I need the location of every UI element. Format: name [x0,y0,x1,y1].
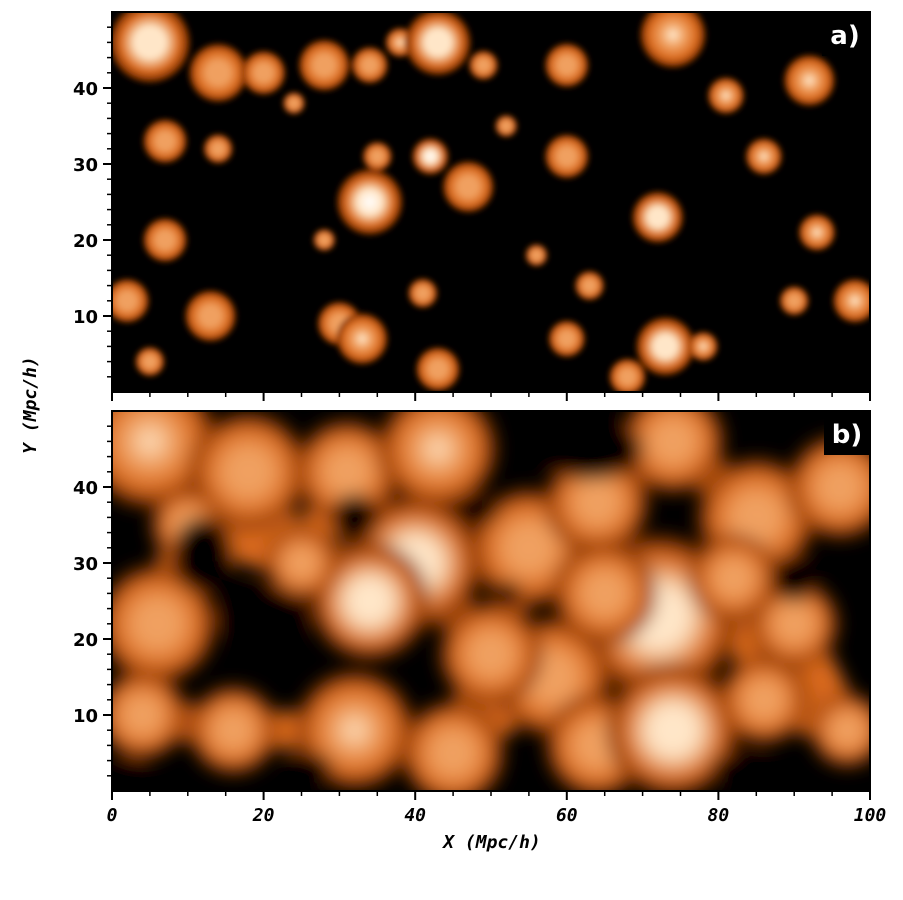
panel-a-blob [547,319,586,358]
panel-b-node [400,699,507,791]
x-axis-label: X (Mpc/h) [441,832,541,853]
panel-a-blob [184,289,238,343]
panel-a-blob [407,278,438,309]
panel-a-blob [411,137,450,176]
panel-a-blob [335,167,404,237]
panel-b-y-axis: 10 20 30 40 [73,425,112,777]
panel-a-blob [688,331,719,362]
panel-a-blob [297,38,351,92]
panel-b-void [536,418,643,480]
panel-a-blob [415,346,461,392]
panel-b-node [437,601,545,708]
panel-a-blob [525,243,548,267]
panel-a-blob [350,46,389,85]
panel-a-x-ticks [111,392,871,401]
panel-a-blob [574,270,605,301]
panel-b-node [551,540,658,647]
panel-b-void [286,753,332,784]
panel-a-blob [142,217,188,263]
panel-b-void [172,517,234,594]
panel-b-xtick-label: 60 [556,805,578,826]
panel-b-xtick-label: 40 [404,805,426,826]
panel-b-density-field [112,411,870,791]
panel-b-node [619,411,726,495]
panel-a-density-field [112,12,870,392]
panel-b-xtick-label: 0 [107,805,118,826]
panel-b-tag: b) [824,413,870,455]
panel-b-node [187,684,279,776]
panel-a-blob [635,316,696,377]
panel-b-node [112,563,219,685]
panel-a-blob [494,114,518,138]
panel-a-blob [240,50,287,96]
panel-a-blob [638,12,708,69]
y-axis-label: Y (Mpc/h) [20,356,41,454]
panel-b-ytick-label: 20 [73,630,98,651]
panel-b-node [688,532,780,624]
panel-b-void [112,760,150,791]
panel-b-void [710,753,772,784]
panel-a-blob [112,12,192,85]
panel-a-blob [544,133,590,180]
panel-b-x-axis: 0 20 40 60 80 100 [107,791,887,826]
panel-b-node [809,692,870,769]
panel-b-void [331,494,378,541]
panel-b-node [786,433,870,541]
panel-a-blob [142,118,188,164]
panel-a-blob [312,228,336,252]
panel-b-void [491,582,522,605]
panel-a-ytick-label: 10 [73,307,98,328]
panel-a-tag-box [822,14,868,56]
panel-a-blob [468,50,499,81]
panel-b-node [187,411,310,533]
panel-b-void [218,585,310,647]
panel-b-tag-text: b) [832,420,863,450]
panel-a-blob [782,53,836,107]
panel-a-blob [362,141,393,172]
panel-a-blob [202,133,234,164]
panel-a-y-axis: 10 20 30 40 [73,26,112,378]
panel-b-node [263,525,340,601]
panel-b-tag-box [824,413,870,455]
panel-a-blob [744,137,783,176]
panel-a-blob [187,42,249,104]
panel-a-blob [631,190,685,244]
panel-b-void [771,555,817,601]
panel-a-blob [608,357,647,392]
panel-b: 10 20 30 40 0 20 40 60 80 100 b) [73,410,887,826]
panel-b-xtick-label: 20 [252,805,275,826]
panel-b-ytick-label: 10 [73,706,98,727]
panel-b-node [377,411,499,510]
panel-b-node [309,540,431,662]
panel-b-node [604,662,742,791]
panel-a-ytick-label: 30 [73,155,98,176]
panel-a-ytick-label: 20 [73,231,98,252]
panel-b-ytick-label: 30 [73,554,98,575]
panel-a-blob [282,91,306,115]
panel-b-node [718,654,810,746]
panel-a-blob [335,312,389,366]
panel-b-ytick-label: 40 [73,478,98,499]
panel-a-blob [441,160,495,214]
panel-a-tag: a) [822,14,868,56]
panel-b-void [453,494,499,525]
panel-b-xtick-label: 100 [854,805,887,826]
panel-a-blob [832,278,870,324]
panel-b-node [293,418,401,525]
panel-a: 10 20 30 40 a) [73,11,871,401]
panel-a-blob [707,76,745,115]
panel-b-xtick-label: 80 [708,805,730,826]
panel-a-blob [779,285,810,316]
panel-b-node [112,669,188,761]
panel-a-blob [797,213,836,252]
panel-a-ytick-label: 40 [73,79,98,100]
panel-a-blob [544,42,590,88]
panel-a-blob [134,346,166,377]
panel-a-tag-text: a) [830,21,859,51]
panel-a-blob [403,12,473,77]
panel-a-blob [112,278,150,324]
